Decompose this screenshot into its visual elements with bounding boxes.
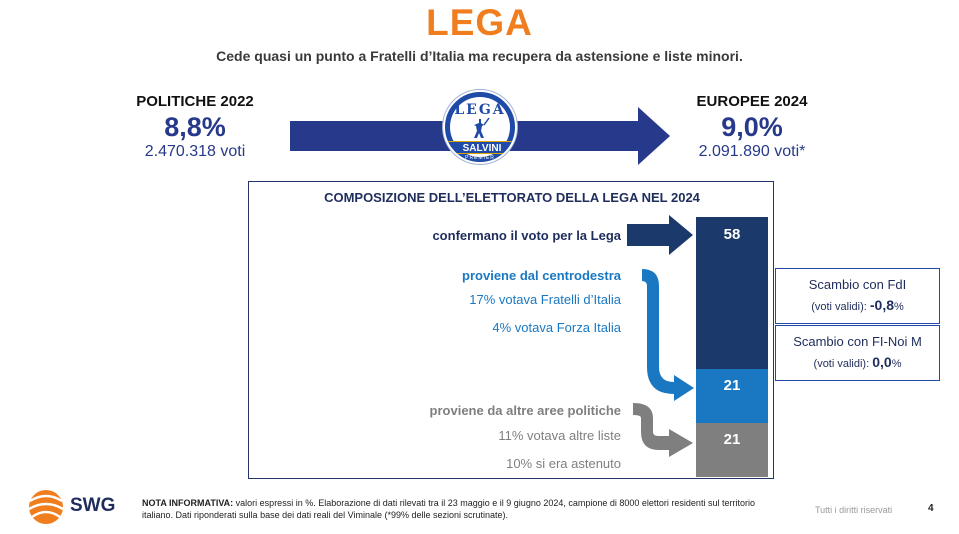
politiche-2022-block: POLITICHE 2022 8,8% 2.470.318 voti xyxy=(106,93,284,161)
bar-value-confirm: 58 xyxy=(723,226,741,243)
footnote-label: NOTA INFORMATIVA: xyxy=(142,498,234,508)
lega-logo-text: LEGA xyxy=(454,102,506,118)
altre-arrow xyxy=(633,403,693,457)
row-fi: 4% votava Forza Italia xyxy=(492,320,621,335)
exchange-fi-prefix: (voti validi): xyxy=(813,358,870,370)
exchange-fi-label: Scambio con FI-Noi M xyxy=(793,334,922,349)
confirm-arrow xyxy=(627,215,693,255)
swg-logo-icon xyxy=(28,490,64,524)
page-title: LEGA xyxy=(426,2,533,43)
europee-2024-block: EUROPEE 2024 9,0% 2.091.890 voti* xyxy=(662,93,842,161)
exchange-fdi-value-line: (voti validi): -0,8% xyxy=(776,297,939,313)
lega-logo: LEGA SALVINI PREMIER xyxy=(443,90,517,164)
exchange-fi-unit: % xyxy=(891,358,902,370)
lega-logo-premier: PREMIER xyxy=(465,155,495,161)
europee-2024-percent: 9,0% xyxy=(721,112,783,142)
exchange-fdi-value: -0,8 xyxy=(869,297,895,313)
europee-2024-votes: 2.091.890 voti* xyxy=(698,143,806,160)
politiche-2022-label: POLITICHE 2022 xyxy=(136,93,254,110)
bar-value-altre: 21 xyxy=(723,431,741,448)
exchange-box-fdi: Scambio con FdI (voti validi): -0,8% xyxy=(775,268,940,324)
row-confirm: confermano il voto per la Lega xyxy=(432,228,621,243)
lega-logo-band: SALVINI xyxy=(445,141,515,154)
exchange-box-fi: Scambio con FI-Noi M (voti validi): 0,0% xyxy=(775,325,940,381)
bar-segment-confirm: 58 xyxy=(696,217,768,369)
bar-value-centrodestra: 21 xyxy=(723,377,741,394)
rights-text: Tutti i diritti riservati xyxy=(815,505,893,515)
footnote: NOTA INFORMATIVA: valori espressi in %. … xyxy=(142,497,782,521)
alberto-da-giussano-icon xyxy=(474,117,490,138)
centrodestra-arrow xyxy=(642,269,694,401)
composition-panel: COMPOSIZIONE DELL’ELETTORATO DELLA LEGA … xyxy=(248,181,774,479)
swg-brand: SWG xyxy=(70,495,116,516)
politiche-2022-votes: 2.470.318 voti xyxy=(144,143,246,160)
exchange-fdi-label: Scambio con FdI xyxy=(808,277,907,292)
row-altre: proviene da altre aree politiche xyxy=(429,403,621,418)
exchange-fdi-unit: % xyxy=(894,301,904,313)
bar-segment-centrodestra: 21 xyxy=(696,369,768,423)
bar-segment-altre: 21 xyxy=(696,423,768,477)
page-subtitle: Cede quasi un punto a Fratelli d’Italia … xyxy=(216,48,743,64)
composition-title: COMPOSIZIONE DELL’ELETTORATO DELLA LEGA … xyxy=(324,190,700,205)
exchange-fdi-prefix: (voti validi): xyxy=(811,301,867,313)
row-fdi: 17% votava Fratelli d’Italia xyxy=(469,292,621,307)
row-astenuto: 10% si era astenuto xyxy=(506,456,621,471)
exchange-fi-value-line: (voti validi): 0,0% xyxy=(776,354,939,370)
row-liste: 11% votava altre liste xyxy=(498,428,621,443)
flow-arrows xyxy=(627,215,694,457)
page-number: 4 xyxy=(928,503,934,514)
europee-2024-label: EUROPEE 2024 xyxy=(696,93,808,110)
footnote-text: valori espressi in %. Elaborazione di da… xyxy=(142,498,755,520)
politiche-2022-percent: 8,8% xyxy=(164,112,226,142)
row-centrodestra: proviene dal centrodestra xyxy=(462,268,621,283)
exchange-fi-value: 0,0 xyxy=(872,354,892,370)
